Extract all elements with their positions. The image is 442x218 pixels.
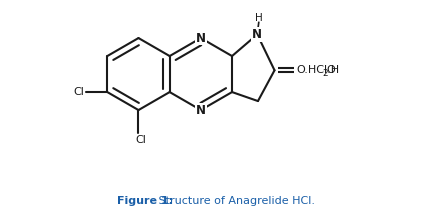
Text: N: N xyxy=(196,32,206,44)
Text: H: H xyxy=(255,13,263,23)
Text: Cl: Cl xyxy=(73,87,84,97)
Text: Figure 1:: Figure 1: xyxy=(117,196,173,206)
Text: 2: 2 xyxy=(322,69,328,78)
Text: O.HCl.H: O.HCl.H xyxy=(296,65,339,75)
Text: N: N xyxy=(252,28,262,41)
Text: O: O xyxy=(326,65,335,75)
Text: N: N xyxy=(196,104,206,117)
Text: Structure of Anagrelide HCl.: Structure of Anagrelide HCl. xyxy=(155,196,315,206)
Text: Cl: Cl xyxy=(135,135,146,145)
